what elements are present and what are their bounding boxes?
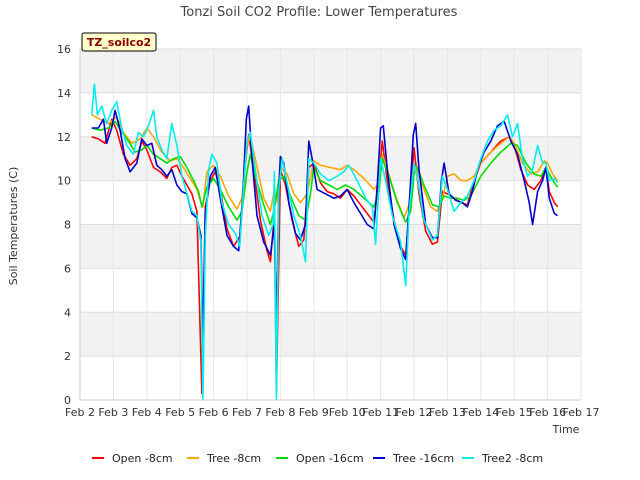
y-tick-label: 14 (57, 87, 71, 100)
x-tick-label: Feb 4 (132, 406, 162, 419)
x-tick-label: Feb 17 (563, 406, 600, 419)
series-line-tree-8cm (91, 114, 559, 219)
y-axis-label: Soil Temperatures (C) (7, 167, 20, 286)
dataset-badge-text: TZ_soilco2 (87, 36, 151, 49)
plot-band (80, 268, 581, 313)
y-tick-label: 8 (64, 219, 71, 232)
plot-band (80, 92, 581, 137)
x-axis-label: Time (552, 423, 580, 436)
legend-swatch (373, 457, 385, 459)
y-tick-label: 12 (57, 131, 71, 144)
series-line-tree2-8cm (90, 83, 559, 401)
x-tick-labels: Feb 2 Feb 3 Feb 4 Feb 5 Feb 6 Feb 7 Feb 8 Feb 9… (65, 406, 599, 419)
x-tick-label: Feb 13 (429, 406, 466, 419)
x-tick-label: Feb 8 (265, 406, 295, 419)
x-tick-label: Feb 3 (98, 406, 128, 419)
series-layer (90, 83, 559, 401)
legend-label: Tree2 -8cm (482, 452, 544, 465)
x-tick-label: Feb 7 (232, 406, 262, 419)
legend-swatch (187, 457, 199, 459)
x-tick-label: Feb 11 (362, 406, 399, 419)
axes (79, 49, 581, 401)
legend-item-open-8cm[interactable]: Open -8cm (92, 452, 173, 470)
x-tick-label: Feb 16 (529, 406, 566, 419)
y-tick-label: 6 (64, 262, 71, 275)
legend-label: Open -8cm (112, 452, 173, 465)
grid-lines (79, 48, 582, 401)
plot-band (80, 312, 581, 357)
x-tick-label: Feb 5 (165, 406, 195, 419)
plot-bands (80, 49, 581, 400)
x-tick-label: Feb 9 (299, 406, 329, 419)
x-tick-label: Feb 2 (65, 406, 95, 419)
series-line-tree-16cm (91, 105, 559, 346)
legend-swatch (462, 457, 474, 459)
dataset-badge-box (81, 32, 157, 52)
x-tick-label: Feb 15 (496, 406, 533, 419)
legend: Open -8cm Tree -8cm Open -16cm Tree -16cm Tr… (0, 452, 640, 472)
legend-swatch (276, 457, 288, 459)
chart-title: Tonzi Soil CO2 Profile: Lower Temperatur… (180, 5, 458, 20)
plot-band (80, 49, 581, 93)
plot-band (80, 356, 581, 400)
x-tick-label: Feb 12 (396, 406, 433, 419)
x-tick-label: Feb 10 (329, 406, 366, 419)
legend-item-tree-8cm[interactable]: Tree -8cm (187, 452, 261, 470)
legend-label: Tree -16cm (393, 452, 455, 465)
legend-item-tree-16cm[interactable]: Tree -16cm (373, 452, 454, 470)
y-tick-label: 2 (64, 350, 71, 363)
y-tick-label: 10 (57, 175, 71, 188)
y-tick-label: 0 (64, 394, 71, 407)
plot-band (80, 224, 581, 269)
legend-label: Open -16cm (296, 452, 364, 465)
legend-label: Tree -8cm (207, 452, 262, 465)
legend-item-open-16cm[interactable]: Open -16cm (276, 452, 364, 470)
plot-band (80, 180, 581, 225)
y-tick-labels: 0 2 4 6 8 10 12 14 16 (57, 43, 71, 407)
y-tick-label: 4 (64, 306, 71, 319)
series-line-open-8cm (91, 118, 559, 395)
y-tick-label: 16 (57, 43, 71, 56)
x-tick-label: Feb 14 (462, 406, 499, 419)
legend-item-tree2-8cm[interactable]: Tree2 -8cm (462, 452, 543, 470)
legend-swatch (92, 457, 104, 459)
dataset-badge: TZ_soilco2 (81, 32, 157, 52)
x-tick-label: Feb 6 (199, 406, 229, 419)
